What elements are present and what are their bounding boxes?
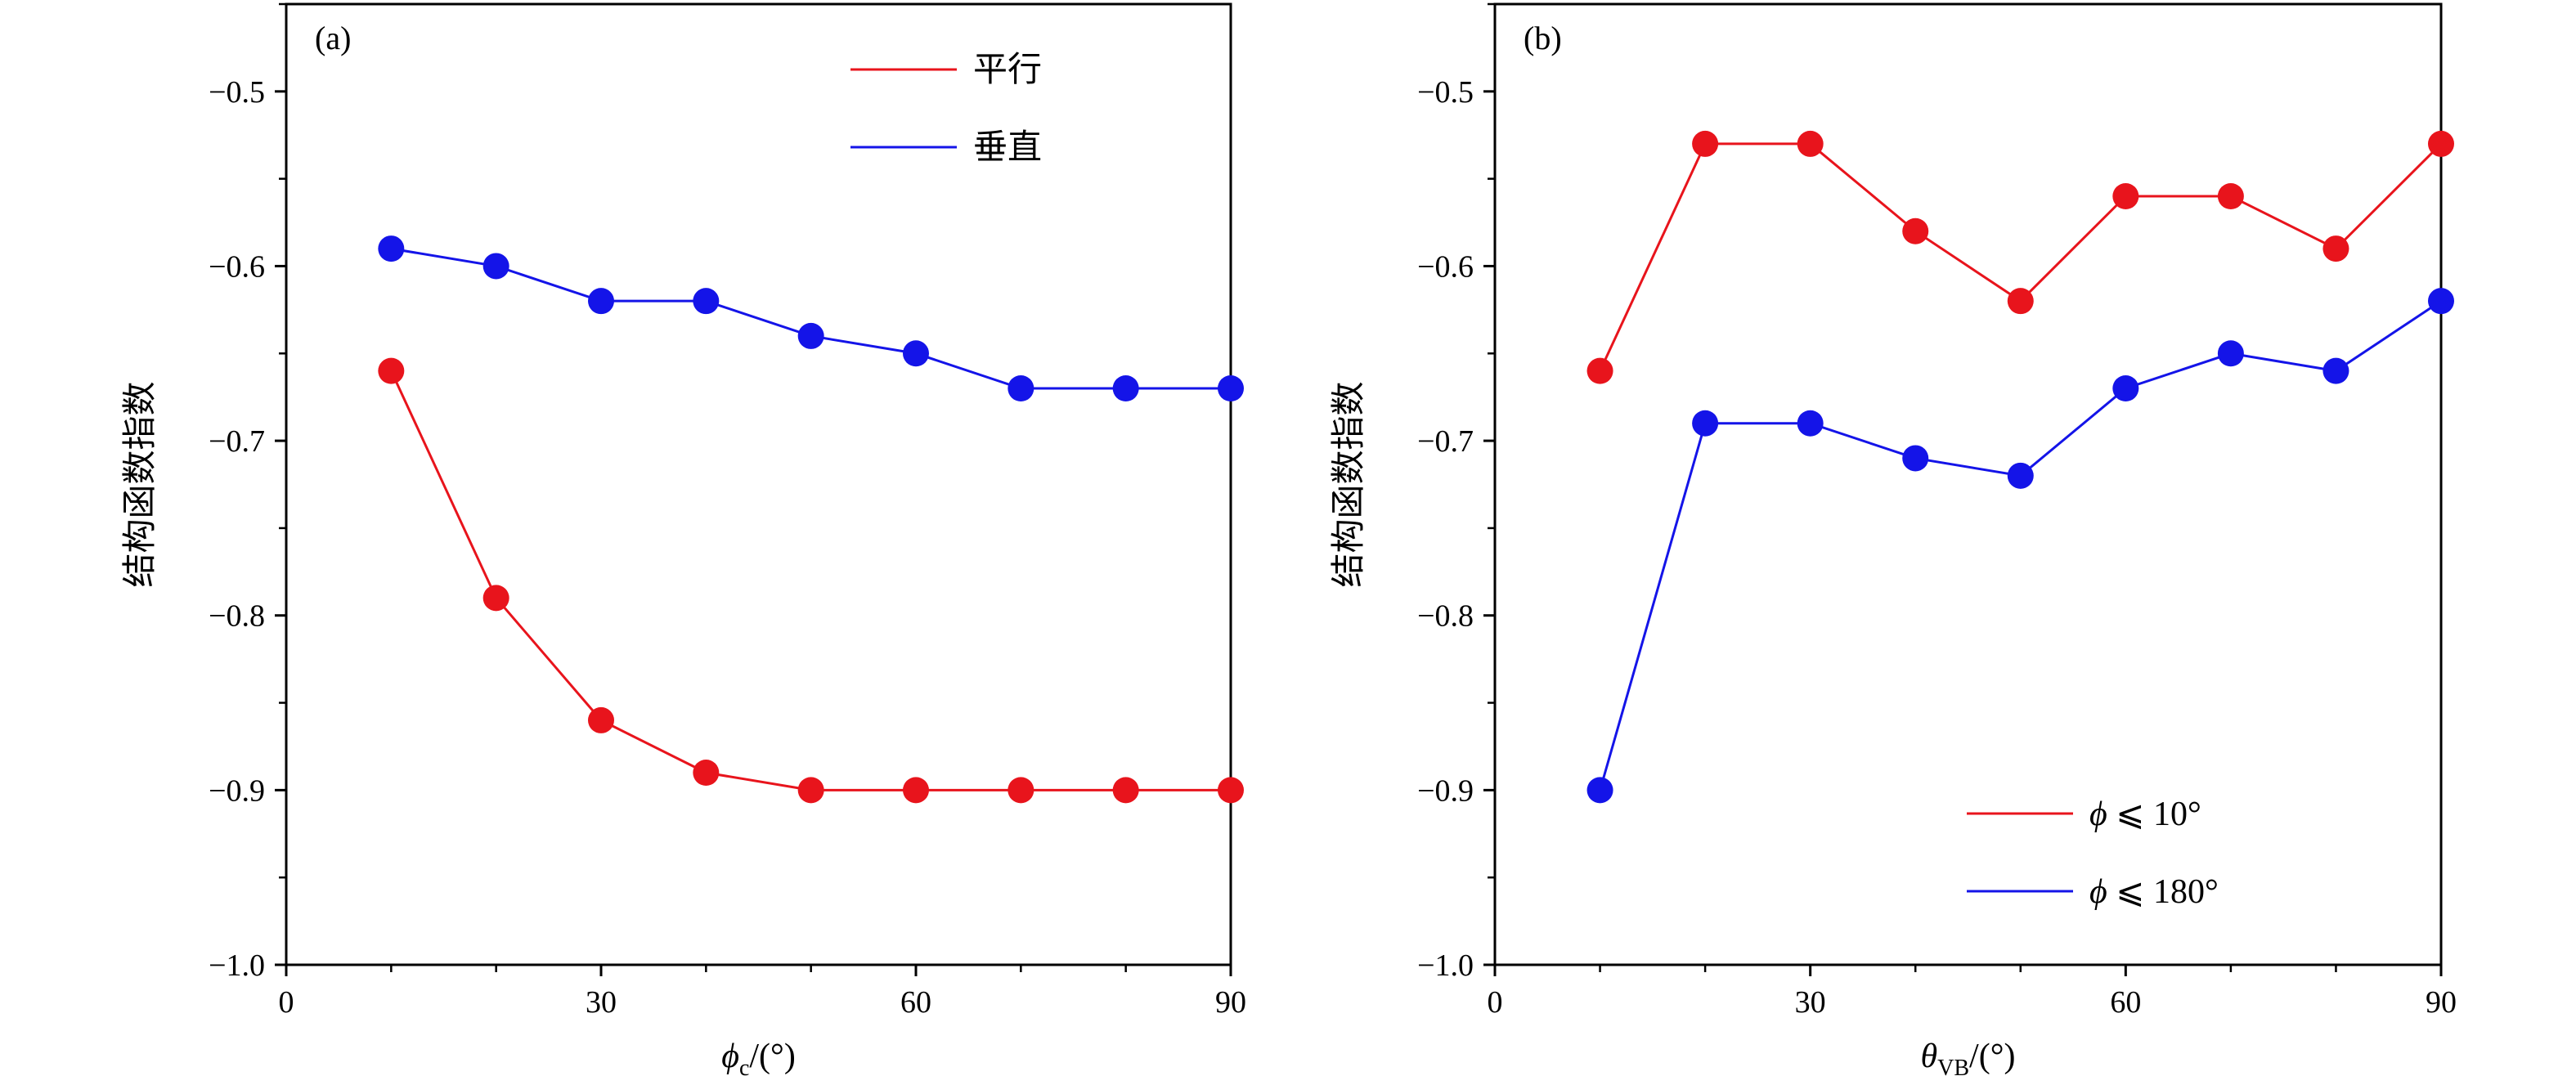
y-tick-label: −0.6	[209, 249, 265, 284]
data-point	[2007, 288, 2034, 315]
series-line-1	[1599, 299, 2442, 791]
data-point	[1586, 357, 1613, 384]
y-tick-label: −1.0	[1417, 948, 1474, 983]
data-point	[903, 777, 929, 804]
y-tick-label: −0.9	[1417, 773, 1474, 808]
data-point	[2112, 183, 2139, 209]
x-tick-label: 90	[1215, 985, 1246, 1020]
x-axis-symbol: ϕ	[721, 1038, 739, 1075]
data-point	[903, 340, 929, 367]
legend-label: ϕ ⩽ 10°	[2089, 796, 2201, 833]
x-tick-label: 0	[1488, 985, 1503, 1020]
data-point	[2217, 183, 2244, 209]
y-tick-label: −0.8	[209, 599, 265, 634]
data-point	[1902, 217, 1929, 244]
x-axis-unit: /(°)	[749, 1038, 795, 1075]
data-point	[482, 585, 509, 612]
data-point	[1586, 777, 1613, 804]
data-point	[588, 706, 614, 733]
legend-label: 垂直	[973, 129, 1042, 167]
plot-frame	[285, 2, 1232, 966]
x-tick-label: 0	[279, 985, 294, 1020]
data-point	[2428, 288, 2454, 315]
x-tick-label: 90	[2426, 985, 2457, 1020]
data-point	[1218, 777, 1244, 804]
series-line-0	[1599, 142, 2443, 372]
y-tick-label: −0.5	[1417, 75, 1474, 110]
y-tick-label: −0.5	[209, 75, 265, 110]
y-tick-label: −0.9	[209, 773, 265, 808]
data-point	[588, 288, 614, 315]
y-tick-label: −0.7	[1417, 424, 1474, 459]
data-point	[797, 322, 824, 349]
x-axis-symbol: θ	[1921, 1038, 1938, 1075]
chart-panel-b: 0 30 60 90 −0.5 −0.6 −0.7 −0.8 −0.9 −1.0 (b) 结构函数指数…	[1331, 2, 2457, 1081]
data-point	[1692, 130, 1719, 157]
data-point	[378, 235, 405, 262]
y-axis-title: 结构函数指数	[1331, 381, 1368, 587]
series-line-1	[391, 247, 1231, 390]
data-point	[1797, 410, 1824, 437]
data-point	[482, 253, 509, 280]
data-point	[1112, 375, 1139, 401]
data-point	[2007, 462, 2034, 489]
y-axis-title: 结构函数指数	[122, 381, 159, 587]
data-point	[2112, 375, 2139, 401]
chart-panel-a: 0 30 60 90 −0.5 −0.6 −0.7 −0.8 −0.9 −1.0 (a) 结构函数指数…	[122, 2, 1246, 1081]
data-point	[2322, 235, 2349, 262]
x-tick-label: 30	[586, 985, 617, 1020]
data-point	[1008, 777, 1034, 804]
x-tick-label: 30	[1795, 985, 1826, 1020]
y-tick-label: −1.0	[209, 948, 265, 983]
y-tick-label: −0.7	[209, 424, 265, 459]
data-point	[378, 357, 405, 384]
panel-label: (b)	[1524, 20, 1562, 56]
y-tick-label: −0.8	[1417, 599, 1474, 634]
data-point	[693, 760, 720, 786]
x-axis-title: θVB/(°)	[1921, 1038, 2016, 1081]
data-point	[2217, 340, 2244, 367]
y-tick-label: −0.6	[1417, 249, 1474, 284]
plot-frame	[1493, 2, 2443, 966]
data-point	[797, 777, 824, 804]
data-point	[1902, 445, 1929, 472]
legend-label: ϕ ⩽ 180°	[2089, 873, 2219, 911]
data-point	[1112, 777, 1139, 804]
x-axis-subscript: c	[739, 1056, 749, 1081]
data-point	[2428, 130, 2454, 157]
data-point	[693, 288, 720, 315]
x-tick-label: 60	[2110, 985, 2141, 1020]
data-point	[2322, 357, 2349, 384]
data-point	[1797, 130, 1824, 157]
x-tick-label: 60	[900, 985, 931, 1020]
data-point	[1218, 375, 1244, 401]
x-axis-subscript: VB	[1937, 1056, 1969, 1081]
data-point	[1692, 410, 1719, 437]
panel-label: (a)	[315, 20, 351, 56]
x-axis-title: ϕc/(°)	[721, 1038, 796, 1081]
x-axis-unit: /(°)	[1969, 1038, 2015, 1075]
series-line-0	[389, 370, 1231, 791]
data-point	[1008, 375, 1034, 401]
legend-label: 平行	[973, 52, 1042, 89]
